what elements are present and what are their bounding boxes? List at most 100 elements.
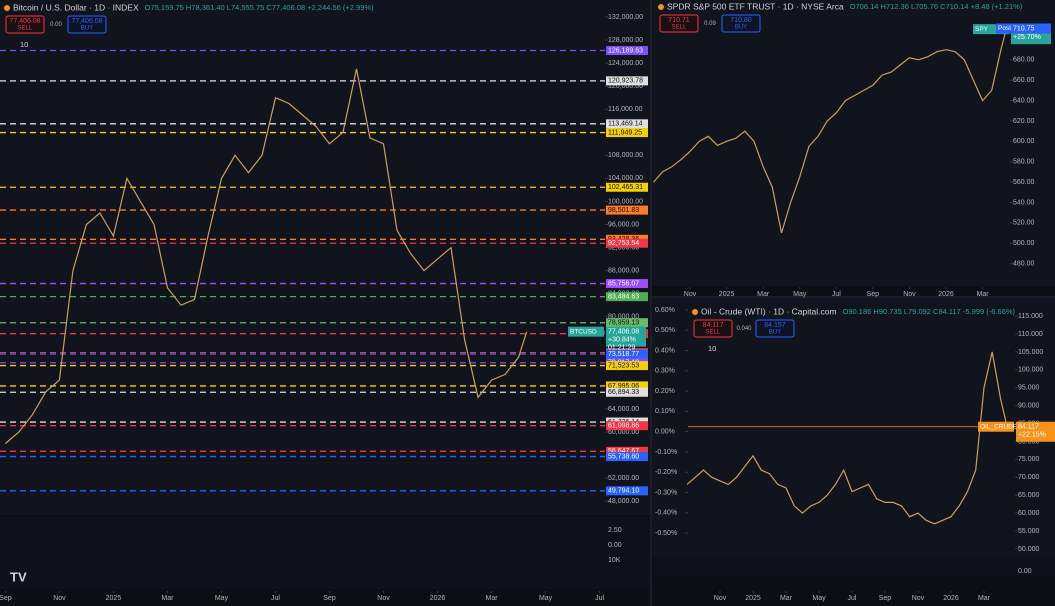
countdown: 01:21:29 [608,345,635,352]
level-tag [606,76,648,86]
y-tick-label: 100.000 [1018,367,1043,374]
x-tick-label: Mar [161,595,174,602]
x-tick-label: Mar [977,291,990,298]
symbol-icon [658,4,664,10]
spread: 0.09 [704,21,716,27]
x-tick-label: 2025 [745,595,761,602]
y-tick-label: 124,000.00 [608,60,643,67]
sell-price: 710.71 [668,17,690,24]
price-line [653,28,1007,234]
level-tag [606,279,648,289]
pane-label: 0.00 [1018,568,1032,575]
x-tick-label: Sep [867,291,880,298]
x-tick-label: 2025 [719,291,735,298]
price-line [686,351,1008,525]
y2-tick-label: 0.40% [655,347,675,354]
sell-button[interactable] [5,15,45,34]
btc-panel [0,0,650,515]
y-tick-label: 580.00 [1013,159,1035,166]
y-tick-label: 110.000 [1018,331,1043,338]
level-label: 55,738.60 [608,453,639,460]
y-tick-label: 60.000 [1018,510,1040,517]
symbol-icon [4,5,10,11]
y2-tick-label: 0.00% [655,429,675,436]
price-line [5,68,528,444]
sell-label: SELL [18,26,33,32]
level-tag [606,381,648,391]
logo: TV [10,569,27,584]
y-tick-label: 100,000.00 [608,198,643,205]
level-tag [606,238,648,248]
x-tick-label: 2026 [430,595,446,602]
ohlc: O90.186 H90.735 L79.092 C84.117 -5.999 (… [843,307,1016,316]
x-tick-label: 2025 [106,595,122,602]
level-tag [606,128,648,138]
buy-price: 710.80 [730,17,752,24]
x-tick-label: May [539,595,553,602]
spread: 0.040 [736,326,752,332]
y-tick-label: 64,000.00 [608,406,639,413]
x-tick-label: Mar [757,291,770,298]
last-change: +25.70% [1013,34,1041,41]
y-tick-label: 90.000 [1018,402,1040,409]
y-tick-label: 95.000 [1018,385,1040,392]
x-tick-label: May [812,595,826,602]
buy-button[interactable] [755,319,795,338]
y-tick-label: 88,000.00 [608,267,639,274]
x-tick-label: May [793,291,807,298]
level-label: 61,098.86 [608,423,639,430]
y-tick-label: 105.000 [1018,349,1043,356]
pane-label: 0.00 [608,542,622,549]
level-label: 83,484.63 [608,293,639,300]
x-tick-label: Jul [595,595,604,602]
buy-button[interactable] [721,14,761,33]
y-tick-label: 104,000.00 [608,175,643,182]
post-price: 710.75 [1013,25,1035,32]
buy-button[interactable] [67,15,107,34]
x-tick-label: 2026 [943,595,959,602]
y-tick-label: 48,000.00 [608,498,639,505]
level-label: 85,756.07 [608,280,639,287]
x-tick-label: Sep [879,595,892,602]
series-name: OIL_CRUDE [980,423,1018,430]
buy-label: BUY [769,330,781,336]
sell-label: SELL [672,25,687,31]
last-change: +22.15% [1018,432,1046,439]
ohlc: O75,159.75 H78,361.40 L74,555.75 C77,406… [145,3,374,12]
y-tick-label: 520.00 [1013,220,1035,227]
y2-tick-label: -0.50% [655,530,677,537]
sell-label: SELL [706,330,721,336]
last-tag [1016,421,1055,442]
y2-tick-label: -0.40% [655,510,677,517]
level-tag [606,387,648,397]
spy-panel [652,0,1055,286]
y2-tick-label: 0.10% [655,408,675,415]
level-label: 71,523.53 [608,362,639,369]
level-tag [606,45,648,55]
x-tick-label: 2026 [938,291,954,298]
sell-price: 84.117 [703,322,724,329]
y2-tick-label: 0.60% [655,307,675,314]
series-tag [978,421,1014,432]
series-name: BTCUSD [570,328,597,335]
last-price: 84.117 [1018,424,1039,431]
level-label: 56,647.67 [608,448,639,455]
y-tick-label: 55.000 [1018,528,1040,535]
ohlc: O706.14 H712.36 L705.76 C710.14 +8.48 (+… [850,2,1023,11]
x-tick-label: Jul [832,291,841,298]
spread: 0.00 [50,22,62,28]
x-tick-label: Jul [848,595,857,602]
x-tick-label: Nov [912,595,925,602]
level-label: 49,794.10 [608,488,639,495]
level-tag [606,318,648,328]
y-tick-label: 75.000 [1018,456,1040,463]
sell-button[interactable] [659,14,699,33]
level-tag [606,361,648,371]
x-tick-label: Nov [377,595,390,602]
x-tick-label: Nov [684,291,697,298]
sell-button[interactable] [693,319,733,338]
level-label: 78,959.13 [608,320,639,327]
y-tick-label: 128,000.00 [608,37,643,44]
x-tick-label: Sep [0,595,12,602]
level-tag [606,452,648,462]
